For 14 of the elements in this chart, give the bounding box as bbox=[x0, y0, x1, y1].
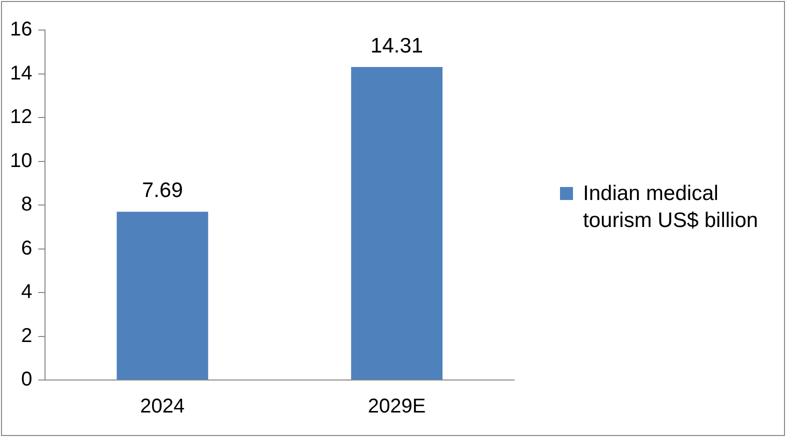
y-tick-label: 10 bbox=[10, 150, 32, 172]
data-label: 14.31 bbox=[370, 34, 424, 58]
legend-label: Indian medical tourism US$ billion bbox=[583, 181, 760, 234]
y-tick-label: 8 bbox=[21, 194, 32, 216]
x-tick-label: 2029E bbox=[368, 396, 426, 418]
y-tick-label: 2 bbox=[21, 324, 32, 347]
y-tick-label: 4 bbox=[21, 281, 32, 304]
y-tick-label: 16 bbox=[10, 18, 32, 41]
x-tick-label: 2024 bbox=[140, 396, 185, 418]
y-tick-label: 12 bbox=[10, 106, 32, 128]
y-tick-label: 14 bbox=[10, 62, 32, 84]
data-label: 7.69 bbox=[142, 179, 183, 202]
y-tick-label: 6 bbox=[21, 237, 32, 260]
y-tick-label: 0 bbox=[21, 368, 32, 391]
